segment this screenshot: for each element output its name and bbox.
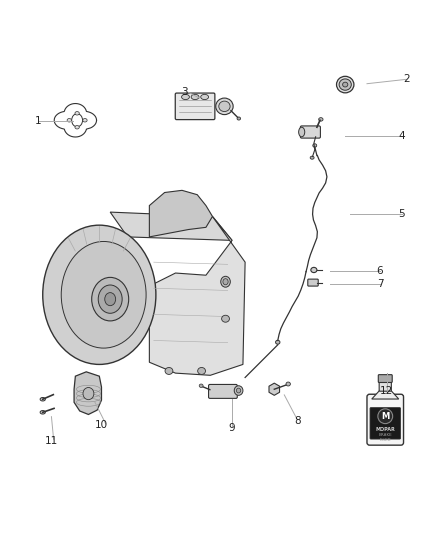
Ellipse shape xyxy=(165,367,173,375)
Ellipse shape xyxy=(75,111,79,115)
Text: 11: 11 xyxy=(45,435,58,446)
Ellipse shape xyxy=(299,127,305,137)
Ellipse shape xyxy=(67,118,71,122)
Ellipse shape xyxy=(201,94,208,100)
Ellipse shape xyxy=(219,101,230,111)
Ellipse shape xyxy=(319,118,323,121)
Text: 7: 7 xyxy=(377,279,383,289)
Text: 9: 9 xyxy=(229,423,235,433)
Ellipse shape xyxy=(75,125,79,129)
Ellipse shape xyxy=(40,410,46,414)
Ellipse shape xyxy=(83,118,87,122)
Ellipse shape xyxy=(98,285,122,313)
Polygon shape xyxy=(149,190,212,237)
Ellipse shape xyxy=(221,276,230,287)
Text: 12: 12 xyxy=(380,385,393,395)
Text: M: M xyxy=(381,411,389,421)
Ellipse shape xyxy=(40,398,46,401)
FancyBboxPatch shape xyxy=(208,384,237,398)
Text: 3: 3 xyxy=(181,87,187,98)
Ellipse shape xyxy=(286,382,290,386)
Ellipse shape xyxy=(83,387,94,400)
Text: FLUID: FLUID xyxy=(379,438,391,442)
Text: 5: 5 xyxy=(399,209,405,219)
Ellipse shape xyxy=(198,367,205,375)
Polygon shape xyxy=(110,212,232,240)
FancyBboxPatch shape xyxy=(370,408,400,439)
Ellipse shape xyxy=(276,340,280,344)
Text: 2: 2 xyxy=(403,75,410,84)
Ellipse shape xyxy=(339,79,351,90)
Ellipse shape xyxy=(336,76,354,93)
Ellipse shape xyxy=(92,277,129,321)
Ellipse shape xyxy=(105,293,116,305)
Ellipse shape xyxy=(191,94,199,100)
FancyBboxPatch shape xyxy=(175,93,215,119)
Ellipse shape xyxy=(237,117,240,120)
FancyBboxPatch shape xyxy=(308,279,318,286)
Text: 8: 8 xyxy=(294,416,300,426)
Ellipse shape xyxy=(378,409,392,424)
Text: MOPAR: MOPAR xyxy=(375,427,395,432)
Ellipse shape xyxy=(313,144,317,147)
Ellipse shape xyxy=(223,279,228,285)
Ellipse shape xyxy=(43,225,156,365)
Ellipse shape xyxy=(234,386,243,395)
Text: 6: 6 xyxy=(377,266,383,276)
Polygon shape xyxy=(74,372,102,415)
Ellipse shape xyxy=(222,315,230,322)
Ellipse shape xyxy=(310,156,314,159)
Ellipse shape xyxy=(216,98,233,115)
Text: 4: 4 xyxy=(399,131,405,141)
Ellipse shape xyxy=(182,94,189,100)
Polygon shape xyxy=(269,383,279,395)
Ellipse shape xyxy=(237,388,241,393)
Text: 1: 1 xyxy=(35,116,42,126)
Text: 10: 10 xyxy=(95,421,108,430)
FancyBboxPatch shape xyxy=(300,126,321,138)
Ellipse shape xyxy=(343,82,348,87)
Polygon shape xyxy=(149,216,245,375)
FancyBboxPatch shape xyxy=(378,375,392,383)
Ellipse shape xyxy=(61,241,146,348)
Polygon shape xyxy=(372,389,399,399)
Text: BRAKE: BRAKE xyxy=(378,433,392,438)
FancyBboxPatch shape xyxy=(367,394,403,445)
FancyBboxPatch shape xyxy=(379,380,391,391)
Ellipse shape xyxy=(311,268,317,272)
Ellipse shape xyxy=(199,384,203,387)
